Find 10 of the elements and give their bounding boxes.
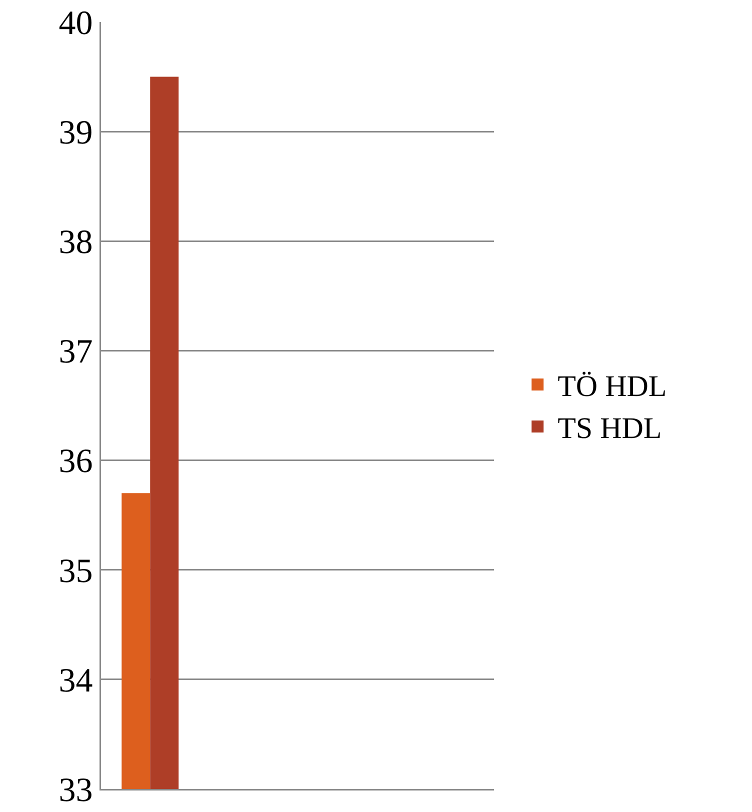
legend-label: TÖ HDL [558,370,667,404]
y-tick-label: 36 [58,443,93,480]
y-tick-label: 34 [58,662,93,700]
y-tick-label: 37 [58,334,93,371]
y-tick-label: 33 [58,772,93,809]
y-tick-label: 35 [58,552,93,590]
y-tick-label: 40 [58,4,93,42]
legend-label: TS HDL [558,412,662,446]
y-tick-label: 38 [58,224,93,262]
y-tick-label: 39 [58,114,93,152]
